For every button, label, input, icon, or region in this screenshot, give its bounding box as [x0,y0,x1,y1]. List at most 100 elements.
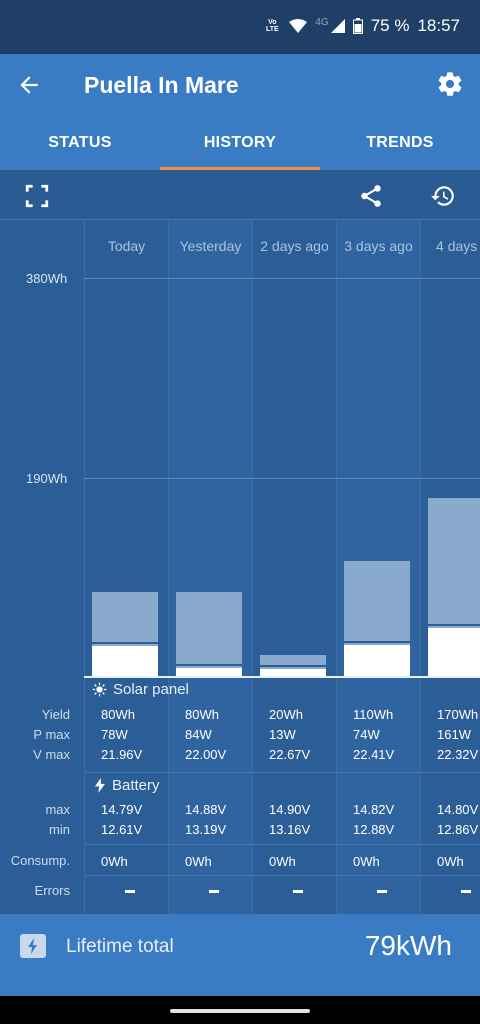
no-error-dash [293,890,303,893]
battery-max-value: 14.88V [185,802,227,817]
yield-bar [344,560,410,676]
lifetime-total-value: 79kWh [364,930,452,961]
day-header: Today [107,238,146,254]
row-label-pmax: P max [33,727,70,742]
yield-bar-base [92,645,158,676]
day-header: 3 days ago [344,238,413,254]
page-title: Puella In Mare [84,72,239,98]
consumption-value: 0Wh [185,854,212,869]
history-table: Today Yesterday 2 days ago 3 days ago 4 … [0,220,480,914]
vmax-value: 22.32V [437,747,479,762]
battery-title: Battery [112,777,160,794]
yield-bar-divider [92,641,158,644]
yield-value: 170Wh [437,707,479,722]
battery-min-value: 12.88V [353,822,395,837]
pmax-value: 84W [185,727,212,742]
wifi-icon [289,19,308,33]
yield-bar-divider [344,640,410,643]
y-axis-label: 190Wh [26,471,68,486]
row-label-column [0,220,84,914]
day-header: 2 days ago [260,238,329,254]
no-error-dash [125,890,135,893]
day-column[interactable]: 4 days a [420,220,480,914]
battery-max-value: 14.80V [437,802,479,817]
tab-status[interactable]: STATUS [48,134,112,151]
battery-min-value: 12.61V [101,822,143,837]
no-error-dash [461,890,471,893]
yield-bar-base [176,668,242,676]
lifetime-total-bar[interactable]: Lifetime total 79kWh [0,914,480,996]
yield-bar-divider [176,664,242,667]
battery-min-value: 13.16V [269,822,311,837]
battery-header: Battery [94,777,160,794]
y-axis-label: 380Wh [26,271,68,286]
volte-icon: Vo LTE [266,19,279,33]
row-label-min: min [49,822,70,837]
signal-icon [330,19,345,33]
pmax-value: 161W [437,727,471,742]
yield-bar-base [260,668,326,676]
section-divider [84,844,480,845]
day-column[interactable]: Today [84,220,168,914]
yield-bar-fill [176,592,242,676]
home-gesture-pill[interactable] [170,1009,310,1013]
lifetime-total-label: Lifetime total [66,936,174,957]
yield-bar [92,592,158,676]
day-column[interactable]: Yesterday [168,220,252,914]
system-status-bar: Vo LTE 4G 75 % 18:57 [0,0,480,54]
yield-bar-base [428,627,480,676]
row-label-vmax: V max [33,747,70,762]
day-header: 4 days a [436,238,480,254]
battery-min-value: 12.86V [437,822,479,837]
consumption-value: 0Wh [101,854,128,869]
day-header: Yesterday [179,238,242,254]
pmax-value: 13W [269,727,296,742]
section-divider [84,875,480,876]
battery-percent: 75 % [370,16,410,35]
no-error-dash [209,890,219,893]
pmax-value: 78W [101,727,128,742]
yield-value: 80Wh [101,707,135,722]
battery-max-value: 14.79V [101,802,143,817]
yield-bar-base [344,644,410,676]
gridline [84,278,480,279]
yield-value: 80Wh [185,707,219,722]
no-error-dash [377,890,387,893]
yield-bar-divider [260,664,326,667]
gear-icon[interactable] [436,70,464,98]
consumption-value: 0Wh [269,854,296,869]
sun-icon [92,682,107,697]
row-label-yield: Yield [41,707,70,722]
history-icon[interactable] [430,183,456,209]
fullscreen-icon[interactable] [24,183,50,209]
row-label-consumption: Consump. [10,853,70,868]
back-arrow-icon[interactable] [16,72,42,98]
yield-bar-divider [428,623,480,626]
vmax-value: 22.67V [269,747,311,762]
network-type: 4G [315,16,329,28]
lifetime-bolt-icon [20,934,46,958]
yield-value: 20Wh [269,707,303,722]
tab-history[interactable]: HISTORY [160,124,320,170]
yield-value: 110Wh [353,707,394,722]
day-column[interactable]: 2 days ago [252,220,336,914]
battery-min-value: 13.19V [185,822,227,837]
consumption-value: 0Wh [437,854,464,869]
chart-baseline [84,676,480,678]
battery-max-value: 14.90V [269,802,311,817]
gridline [84,478,480,479]
yield-bar [176,592,242,676]
app-bar: Puella In Mare STATUS HISTORY TRENDS [0,54,480,170]
yield-bar [260,655,326,676]
vmax-value: 22.41V [353,747,395,762]
tab-trends[interactable]: TRENDS [366,134,434,151]
section-divider [84,772,480,773]
row-label-errors: Errors [34,883,70,898]
system-nav-bar [0,996,480,1024]
vmax-value: 21.96V [101,747,143,762]
tab-bar: STATUS HISTORY TRENDS [0,124,480,170]
consumption-value: 0Wh [353,854,380,869]
row-label-max: max [45,802,70,817]
clock: 18:57 [417,16,460,35]
share-icon[interactable] [358,183,384,209]
